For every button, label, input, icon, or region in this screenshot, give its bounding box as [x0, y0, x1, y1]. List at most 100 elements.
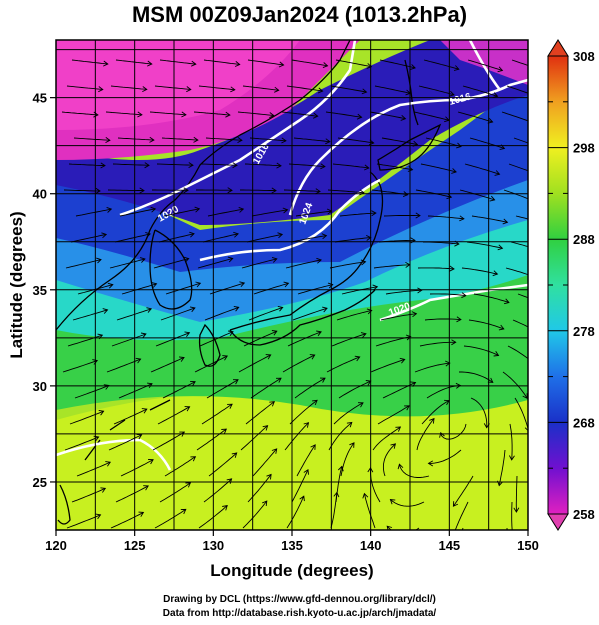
streamline-arrowhead [184, 406, 191, 412]
streamline [161, 137, 198, 141]
streamline-arrowhead [405, 334, 412, 341]
streamline-arrowhead [487, 377, 494, 383]
streamline-arrowhead [262, 425, 269, 431]
streamline [156, 163, 194, 166]
streamline-arrowhead [346, 421, 353, 428]
streamline-arrowhead [316, 330, 322, 337]
streamline [154, 85, 191, 90]
streamline-arrowhead [356, 113, 363, 120]
colorbar-ticks: 258 268 278 288 298 308 [548, 49, 595, 522]
streamline [252, 448, 278, 477]
streamline-arrowhead [456, 142, 462, 149]
streamline-arrowhead [531, 120, 536, 125]
streamline [373, 264, 410, 269]
streamline [297, 284, 333, 295]
streamline [247, 59, 284, 66]
streamline [423, 59, 459, 70]
streamline-arrowhead [140, 332, 147, 339]
streamline-arrowhead [362, 492, 369, 499]
streamline [111, 333, 147, 347]
streamline [193, 111, 230, 116]
streamline-arrowhead [487, 117, 494, 124]
streamline-arrowhead [195, 281, 202, 288]
streamline-arrowhead [320, 163, 326, 170]
streamline [511, 59, 528, 66]
streamline [62, 360, 98, 373]
streamline [372, 426, 401, 451]
streamline-arrowhead [452, 501, 459, 507]
streamline [326, 356, 360, 373]
credits: Drawing by DCL (https://www.gfd-dennou.o… [0, 593, 599, 621]
streamline-arrowhead [238, 206, 245, 213]
streamline-arrowhead [510, 533, 515, 538]
streamline [284, 422, 309, 451]
streamline-arrowhead [271, 256, 278, 263]
streamline [514, 397, 528, 431]
streamline [70, 233, 107, 243]
streamline-arrowhead [513, 507, 520, 513]
streamline [245, 401, 275, 425]
streamline [66, 85, 103, 90]
streamline [376, 163, 413, 171]
streamline [73, 137, 110, 141]
streamline-arrowhead [313, 112, 319, 119]
wind-streamlines [61, 59, 545, 538]
streamline-arrowhead [95, 513, 102, 520]
x-tick-label: 135 [281, 538, 303, 553]
streamline [505, 267, 528, 276]
streamline-arrowhead [271, 448, 278, 454]
streamline-arrowhead [319, 377, 326, 383]
streamline-arrowhead [522, 393, 528, 400]
streamline-arrowhead [540, 332, 545, 337]
streamline-arrowhead [494, 170, 501, 176]
streamline [196, 428, 227, 451]
streamline-arrowhead [101, 232, 108, 239]
streamline-arrowhead [372, 284, 379, 291]
streamline-arrowhead [142, 86, 148, 93]
streamline [199, 331, 234, 347]
streamline-arrowhead [227, 403, 233, 409]
streamline-arrowhead [366, 63, 373, 69]
streamline-arrowhead [266, 473, 272, 480]
streamline-arrowhead [489, 195, 496, 202]
streamline-arrowhead [410, 381, 417, 387]
streamline-arrowhead [269, 112, 275, 119]
colorbar-top-arrow [547, 39, 569, 57]
streamline [510, 241, 528, 248]
streamline [464, 163, 500, 175]
streamline [203, 478, 232, 503]
streamline-arrowhead [271, 187, 277, 194]
streamline [325, 111, 362, 118]
streamline-arrowhead [102, 308, 109, 314]
streamline [421, 400, 450, 425]
streamline [109, 258, 146, 269]
x-tick-label: 140 [360, 538, 382, 553]
streamline [121, 283, 157, 295]
streamline-arrowhead [325, 138, 331, 145]
streamline [291, 469, 309, 503]
streamline-arrowhead [359, 189, 365, 196]
streamline [363, 493, 376, 529]
streamline [327, 189, 364, 194]
streamline [336, 309, 372, 321]
chart-title: MSM 00Z09Jan2024 (1013.2hPa) [131, 2, 468, 27]
streamline [110, 512, 144, 529]
streamline-arrowhead [143, 485, 149, 491]
streamline-arrowhead [135, 357, 142, 364]
streamline-arrowhead [147, 382, 153, 389]
streamline [429, 293, 466, 297]
streamline-arrowhead [310, 444, 316, 450]
streamline [515, 215, 528, 220]
streamline-arrowhead [535, 275, 540, 280]
streamline-arrowhead [312, 399, 318, 406]
streamline [286, 496, 305, 529]
streamline [293, 137, 330, 143]
streamline [76, 461, 111, 477]
streamline [459, 371, 494, 383]
streamline-arrowhead [180, 508, 187, 515]
streamline [331, 333, 367, 347]
colorbar-tick-label: 268 [573, 415, 595, 430]
streamline [337, 137, 374, 144]
streamline-arrowhead [404, 405, 410, 411]
streamline-arrowhead [222, 355, 228, 361]
